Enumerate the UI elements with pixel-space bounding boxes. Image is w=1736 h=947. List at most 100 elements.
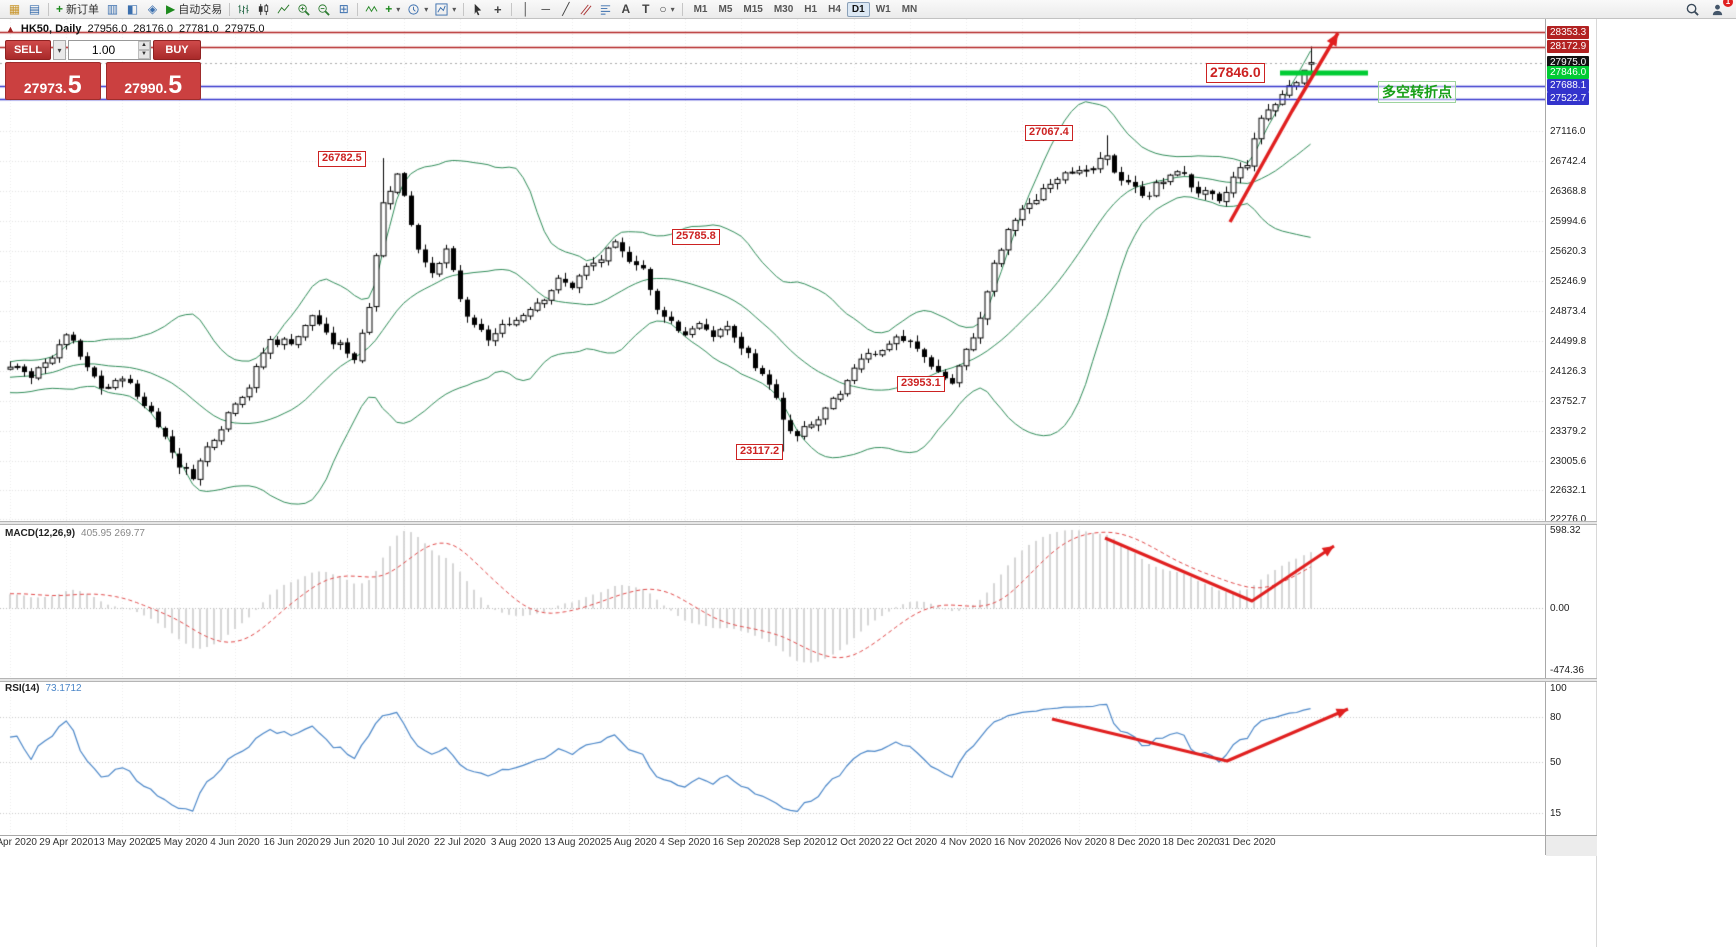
timeframe-button-m30[interactable]: M30 bbox=[773, 3, 794, 15]
date-label: 29 Jun 2020 bbox=[319, 837, 375, 848]
navigator-button[interactable]: ◈ bbox=[143, 1, 162, 18]
date-label: 28 Sep 2020 bbox=[769, 837, 826, 848]
autotrading-button[interactable]: ▶ 自动交易 bbox=[163, 1, 225, 18]
pivot-note-label[interactable]: 多空转折点 bbox=[1378, 81, 1456, 103]
price-tag: 28172.9 bbox=[1547, 40, 1590, 54]
price-tag: 27975.0 bbox=[1547, 56, 1590, 70]
add-indicator-dropdown[interactable]: + ▾ bbox=[382, 1, 403, 18]
vertical-line-tool[interactable]: │ bbox=[516, 1, 535, 18]
price-axis: 27116.0 26742.4 26368.8 25994.6 25620.3 25246… bbox=[1546, 19, 1597, 855]
add-indicator-icon: + bbox=[385, 2, 393, 16]
shapes-dropdown[interactable]: ○ ▾ bbox=[656, 1, 677, 18]
cursor-button[interactable] bbox=[468, 1, 487, 18]
search-icon bbox=[1686, 3, 1699, 16]
indicators-icon bbox=[365, 5, 378, 12]
date-label: 13 Aug 2020 bbox=[544, 837, 601, 848]
volume-dropdown[interactable]: ▾ bbox=[53, 40, 66, 60]
channel-tool[interactable] bbox=[576, 1, 595, 18]
fibonacci-tool[interactable] bbox=[596, 1, 615, 18]
date-label: 8 Dec 2020 bbox=[1109, 837, 1161, 848]
volume-up-button[interactable]: ▲ bbox=[138, 41, 150, 50]
rsi-header: RSI(14) 73.1712 bbox=[5, 683, 82, 694]
timeframe-button-m15[interactable]: M15 bbox=[743, 3, 763, 15]
timeframe-button-mn[interactable]: MN bbox=[901, 3, 918, 15]
channel-icon bbox=[580, 4, 592, 15]
periods-dropdown[interactable]: ▾ bbox=[404, 1, 431, 18]
price-chart-canvas[interactable] bbox=[0, 19, 1545, 836]
price-tick-label: 22276.0 bbox=[1550, 513, 1587, 525]
rsi-tick-label: 15 bbox=[1550, 807, 1562, 819]
date-label: 29 Apr 2020 bbox=[39, 837, 94, 848]
date-label: 17 Apr 2020 bbox=[0, 837, 37, 848]
label-tool[interactable]: T bbox=[636, 1, 655, 18]
new-order-button[interactable]: + 新订单 bbox=[53, 1, 102, 18]
rsi-tick-label: 50 bbox=[1550, 756, 1562, 768]
zoom-out-button[interactable] bbox=[314, 1, 333, 18]
zoom-in-icon bbox=[298, 3, 310, 16]
date-label: 22 Jul 2020 bbox=[434, 837, 486, 848]
sell-price-panel[interactable]: 27973. 5 bbox=[5, 62, 101, 100]
buy-price-panel[interactable]: 27990. 5 bbox=[105, 62, 201, 100]
panel-separator[interactable] bbox=[0, 521, 1597, 525]
indicators-button[interactable] bbox=[362, 1, 381, 18]
one-click-trade-panel: SELL ▾ ▲ ▼ BUY 27973.5 27990.5 bbox=[5, 40, 201, 100]
price-tag: 28353.3 bbox=[1547, 25, 1590, 39]
data-window-button[interactable]: ◧ bbox=[123, 1, 142, 18]
date-label: 25 Aug 2020 bbox=[600, 837, 657, 848]
new-chart-button[interactable]: ▦ bbox=[5, 1, 24, 18]
text-tool[interactable]: A bbox=[616, 1, 635, 18]
price-tag: 27522.7 bbox=[1547, 92, 1590, 106]
low-value: 27781.0 bbox=[178, 23, 219, 35]
chart-candles-button[interactable] bbox=[254, 1, 273, 18]
horizontal-line-tool[interactable]: ─ bbox=[536, 1, 555, 18]
volume-down-button[interactable]: ▼ bbox=[138, 50, 150, 59]
chart-line-button[interactable] bbox=[274, 1, 293, 18]
chevron-down-icon: ▾ bbox=[670, 4, 675, 14]
zoom-in-button[interactable] bbox=[294, 1, 313, 18]
main-toolbar: ▦ ▤ + 新订单 ▥ ◧ ◈ ▶ 自动交易 ⊞ bbox=[0, 0, 1736, 19]
crosshair-icon: + bbox=[494, 1, 502, 17]
chevron-down-icon: ▾ bbox=[396, 4, 401, 14]
clock-icon bbox=[408, 3, 419, 15]
community-button[interactable]: 1 bbox=[1708, 0, 1733, 18]
trendline-icon: ╱ bbox=[562, 2, 570, 16]
new-order-plus-icon: + bbox=[56, 2, 64, 16]
template-chart-icon bbox=[435, 2, 448, 16]
volume-input[interactable] bbox=[69, 41, 138, 59]
timeframe-toolbar: M1 M5 M15 M30 H1 H4 D1 W1 MN bbox=[689, 1, 923, 17]
timeframe-button-m5[interactable]: M5 bbox=[718, 3, 733, 15]
sell-button[interactable]: SELL bbox=[5, 40, 51, 60]
date-label: 18 Dec 2020 bbox=[1162, 837, 1220, 848]
chevron-down-icon: ▾ bbox=[452, 4, 457, 14]
templates-dropdown[interactable]: ▾ bbox=[432, 1, 459, 18]
profiles-icon: ▤ bbox=[28, 2, 41, 16]
search-button[interactable] bbox=[1683, 1, 1702, 18]
price-tag: 27846.0 bbox=[1547, 66, 1590, 80]
timeframe-button-h4[interactable]: H4 bbox=[828, 3, 841, 15]
buy-button[interactable]: BUY bbox=[153, 40, 201, 60]
timeframe-button-w1[interactable]: W1 bbox=[875, 3, 891, 15]
trendline-tool[interactable]: ╱ bbox=[556, 1, 575, 18]
date-label: 13 May 2020 bbox=[93, 837, 152, 848]
timeframe-button-m1[interactable]: M1 bbox=[693, 3, 708, 15]
market-watch-button[interactable]: ▥ bbox=[103, 1, 122, 18]
chart-bars-button[interactable] bbox=[234, 1, 253, 18]
chart-title: ▲ HK50, Daily 27956.0 28176.0 27781.0 27… bbox=[6, 23, 265, 35]
line-chart-icon bbox=[277, 4, 290, 13]
volume-spinner: ▲ ▼ bbox=[138, 41, 150, 59]
date-label: 16 Jun 2020 bbox=[263, 837, 319, 848]
date-label: 4 Nov 2020 bbox=[940, 837, 992, 848]
label-icon: T bbox=[642, 2, 650, 16]
price-tick-label: 23005.6 bbox=[1550, 455, 1587, 467]
profiles-button[interactable]: ▤ bbox=[25, 1, 44, 18]
autotrading-label: 自动交易 bbox=[178, 4, 223, 16]
tile-windows-button[interactable]: ⊞ bbox=[334, 1, 353, 18]
person-icon bbox=[1712, 4, 1723, 15]
panel-separator[interactable] bbox=[0, 678, 1597, 682]
timeframe-button-h1[interactable]: H1 bbox=[804, 3, 818, 15]
date-label: 10 Jul 2020 bbox=[377, 837, 430, 848]
date-label: 26 Nov 2020 bbox=[1050, 837, 1107, 848]
tile-windows-icon: ⊞ bbox=[338, 2, 349, 16]
crosshair-button[interactable]: + bbox=[488, 1, 507, 18]
timeframe-button-d1[interactable]: D1 bbox=[846, 1, 870, 17]
